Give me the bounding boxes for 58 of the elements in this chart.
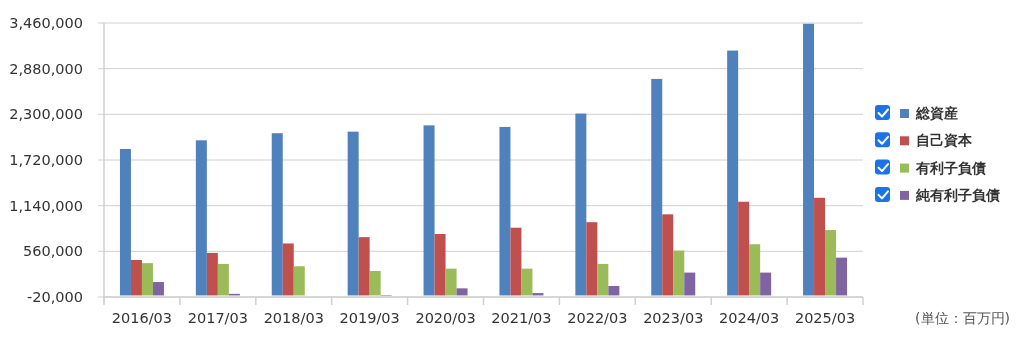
bar xyxy=(510,227,522,296)
legend-label: 純有利子負債 xyxy=(915,186,1000,203)
x-tick-label: 2017/03 xyxy=(187,310,248,326)
y-tick-label: 1,720,000 xyxy=(9,152,83,168)
bar xyxy=(608,285,620,296)
bar xyxy=(119,148,131,296)
bar xyxy=(195,140,207,296)
bar xyxy=(836,257,848,296)
bar xyxy=(130,259,142,296)
bar xyxy=(499,126,511,296)
bar xyxy=(662,214,674,296)
y-tick-label: 3,460,000 xyxy=(9,15,83,31)
x-tick-label: 2019/03 xyxy=(339,310,400,326)
legend-label: 有利子負債 xyxy=(915,159,986,176)
x-tick-label: 2025/03 xyxy=(794,310,856,326)
bar xyxy=(347,131,359,296)
x-tick-label: 2024/03 xyxy=(719,310,780,326)
legend-label: 自己資本 xyxy=(916,132,973,149)
x-tick-label: 2023/03 xyxy=(643,310,704,326)
bar xyxy=(434,234,446,296)
bar xyxy=(575,113,587,296)
bar xyxy=(217,263,229,296)
bar xyxy=(727,50,739,296)
bar xyxy=(358,237,370,296)
bar xyxy=(445,268,457,296)
bar xyxy=(206,252,218,296)
bar xyxy=(597,263,609,296)
bar xyxy=(152,282,164,296)
bar xyxy=(456,288,468,296)
x-tick-label: 2020/03 xyxy=(415,310,476,326)
bar xyxy=(521,268,533,296)
bar xyxy=(825,230,837,296)
bar xyxy=(803,23,815,296)
y-tick-label: 1,140,000 xyxy=(9,197,83,214)
bar xyxy=(760,272,772,296)
x-tick-label: 2022/03 xyxy=(567,310,628,326)
x-tick-label: 2016/03 xyxy=(111,310,173,326)
x-tick-label: 2018/03 xyxy=(263,310,324,326)
bar xyxy=(814,197,826,296)
bar xyxy=(673,250,685,296)
bar xyxy=(651,78,663,296)
bar xyxy=(369,271,381,296)
legend-label: 総資産 xyxy=(915,105,958,121)
bar xyxy=(423,125,435,296)
x-tick-label: 2021/03 xyxy=(491,310,552,326)
y-tick-label: 2,880,000 xyxy=(9,60,83,77)
bar xyxy=(282,243,294,296)
bar xyxy=(738,201,750,296)
text: (単位：百万円) xyxy=(915,310,1010,326)
y-tick-label: 560,000 xyxy=(23,243,83,260)
bar xyxy=(141,263,153,296)
bar xyxy=(684,272,696,296)
y-tick-label: -20,000 xyxy=(27,289,83,305)
bar xyxy=(749,244,761,296)
bar xyxy=(293,266,305,296)
y-tick-label: 2,300,000 xyxy=(9,106,83,123)
bar xyxy=(271,133,283,296)
bar xyxy=(586,222,598,296)
